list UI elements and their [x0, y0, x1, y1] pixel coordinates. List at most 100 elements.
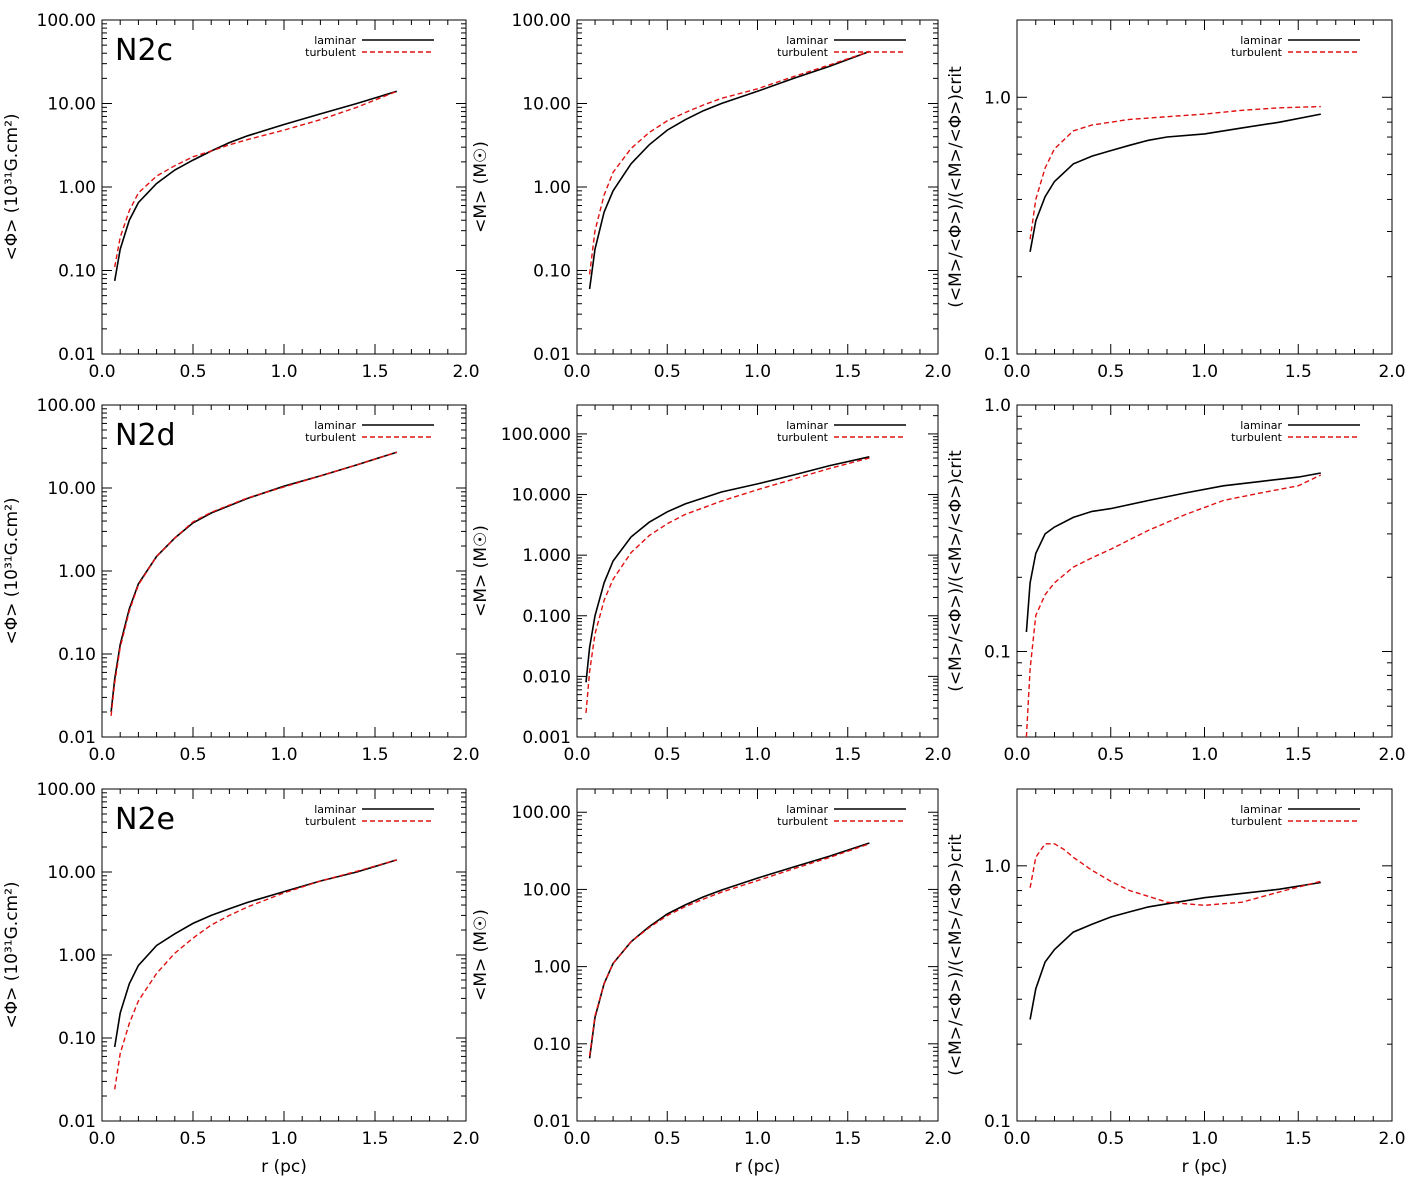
- y-axis-label: <Φ> (10³¹G.cm²): [2, 113, 22, 260]
- y-axis-label: (<M>/<Φ>)/(<M>/<Φ>)crit: [946, 66, 966, 308]
- x-tick-label: 0.0: [563, 1129, 590, 1149]
- legend-laminar-label: laminar: [786, 34, 828, 47]
- y-tick-label: 1.000: [522, 546, 571, 566]
- x-tick-label: 0.5: [654, 362, 681, 382]
- y-axis-label: (<M>/<Φ>)/(<M>/<Φ>)crit: [946, 834, 966, 1076]
- y-tick-label: 0.1: [984, 1112, 1011, 1132]
- y-tick-label: 10.00: [47, 479, 96, 499]
- legend-turbulent-label: turbulent: [777, 815, 829, 828]
- y-tick-label: 0.10: [58, 645, 96, 665]
- y-tick-label: 10.00: [522, 95, 571, 115]
- y-axis-label: <Φ> (10³¹G.cm²): [2, 881, 22, 1028]
- x-tick-label: 0.5: [1097, 1129, 1124, 1149]
- axes-frame: [576, 788, 939, 1122]
- y-tick-label: 0.1: [984, 345, 1011, 365]
- x-tick-label: 1.0: [1191, 745, 1218, 765]
- legend-turbulent-label: turbulent: [1231, 431, 1283, 444]
- axes-frame: [101, 788, 467, 1122]
- axes-frame: [1016, 19, 1393, 355]
- x-tick-label: 1.5: [1285, 745, 1312, 765]
- panel-label: N2e: [115, 802, 175, 837]
- series-laminar-line: [588, 50, 870, 290]
- x-tick-label: 0.5: [1097, 745, 1124, 765]
- y-axis-label: (<M>/<Φ>)/(<M>/<Φ>)crit: [946, 450, 966, 692]
- x-tick-label: 1.0: [744, 1129, 771, 1149]
- y-tick-label: 0.1: [984, 643, 1011, 663]
- series-laminar-line: [588, 842, 870, 1059]
- axes-frame: [1016, 788, 1393, 1122]
- y-tick-label: 0.10: [533, 1035, 571, 1055]
- chart-panel-N2e-flux: 0.0 0.5 1.0 1.5 2.0 0.01 0.10 1.00 10.00 100.00 la…: [2, 780, 480, 1177]
- axes-frame: [101, 404, 467, 738]
- y-tick-label: 100.000: [501, 425, 571, 445]
- y-tick-label: 0.01: [58, 728, 96, 748]
- legend-turbulent-label: turbulent: [777, 431, 829, 444]
- x-tick-label: 1.0: [270, 362, 297, 382]
- legend-laminar-label: laminar: [314, 419, 356, 432]
- series-turbulent-line: [585, 457, 870, 713]
- axes-frame: [576, 404, 939, 738]
- x-tick-label: 2.0: [924, 745, 951, 765]
- series-turbulent-line: [114, 90, 398, 268]
- chart-panel-N2e-mass: 0.0 0.5 1.0 1.5 2.0 0.01 0.10 1.00 10.00 100.00 la…: [471, 788, 952, 1177]
- legend-turbulent-label: turbulent: [1231, 815, 1283, 828]
- chart-panel-N2c-mass: 0.0 0.5 1.0 1.5 2.0 0.01 0.10 1.00 10.00 100.00 la…: [471, 11, 952, 382]
- y-tick-label: 0.01: [533, 345, 571, 365]
- y-tick-label: 1.00: [533, 958, 571, 978]
- legend-laminar-label: laminar: [314, 34, 356, 47]
- axes-frame: [101, 19, 467, 355]
- x-tick-label: 1.0: [270, 745, 297, 765]
- panel-label: N2d: [115, 418, 176, 453]
- y-tick-label: 100.00: [37, 780, 96, 800]
- x-tick-label: 0.0: [1003, 1129, 1030, 1149]
- x-tick-label: 1.5: [1285, 1129, 1312, 1149]
- y-tick-label: 1.0: [984, 396, 1011, 416]
- legend-laminar-label: laminar: [314, 803, 356, 816]
- y-tick-label: 0.100: [522, 607, 571, 627]
- series-turbulent-line: [1029, 105, 1321, 240]
- axes-frame: [1016, 404, 1393, 738]
- x-tick-label: 2.0: [924, 1129, 951, 1149]
- x-tick-label: 1.5: [361, 745, 388, 765]
- y-tick-label: 100.00: [37, 11, 96, 31]
- x-tick-label: 1.5: [834, 745, 861, 765]
- y-tick-label: 100.00: [37, 396, 96, 416]
- y-tick-label: 0.10: [58, 262, 96, 282]
- x-tick-label: 0.0: [88, 745, 115, 765]
- y-tick-label: 10.00: [522, 880, 571, 900]
- x-tick-label: 1.0: [1191, 362, 1218, 382]
- y-tick-label: 10.00: [47, 95, 96, 115]
- x-tick-label: 0.5: [654, 745, 681, 765]
- x-tick-label: 2.0: [452, 745, 479, 765]
- y-tick-label: 100.00: [512, 803, 571, 823]
- series-laminar-line: [113, 90, 398, 282]
- x-tick-label: 2.0: [1378, 745, 1405, 765]
- y-tick-label: 10.00: [47, 863, 96, 883]
- x-tick-label: 2.0: [1378, 1129, 1405, 1149]
- legend-turbulent-label: turbulent: [305, 431, 357, 444]
- y-tick-label: 1.00: [58, 946, 96, 966]
- series-turbulent-line: [110, 451, 398, 716]
- legend-turbulent-label: turbulent: [1231, 46, 1283, 59]
- series-turbulent-line: [1029, 843, 1321, 907]
- y-axis-label: <M> (M☉): [471, 525, 491, 617]
- y-tick-label: 1.00: [533, 178, 571, 198]
- x-tick-label: 2.0: [924, 362, 951, 382]
- x-tick-label: 0.0: [563, 362, 590, 382]
- axes-frame: [576, 19, 939, 355]
- x-tick-label: 0.0: [1003, 745, 1030, 765]
- y-tick-label: 0.010: [522, 667, 571, 687]
- legend-turbulent-label: turbulent: [305, 815, 357, 828]
- chart-panel-N2d-flux: 0.0 0.5 1.0 1.5 2.0 0.01 0.10 1.00 10.00 100.00 la…: [2, 396, 480, 765]
- series-turbulent-line: [1025, 474, 1322, 738]
- x-axis-label: r (pc): [735, 1157, 781, 1177]
- legend-laminar-label: laminar: [1240, 34, 1282, 47]
- x-tick-label: 0.5: [179, 1129, 206, 1149]
- x-tick-label: 1.5: [834, 1129, 861, 1149]
- x-tick-label: 0.5: [1097, 362, 1124, 382]
- y-tick-label: 0.10: [533, 262, 571, 282]
- x-axis-label: r (pc): [1182, 1157, 1228, 1177]
